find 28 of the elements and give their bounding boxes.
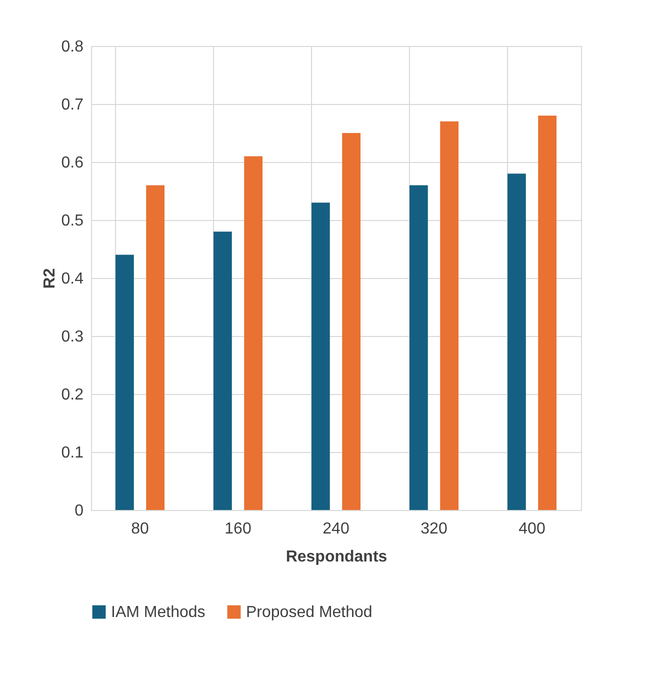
bar [538, 116, 556, 510]
y-tick-label: 0.6 [61, 154, 84, 172]
y-tick-label: 0.8 [61, 38, 84, 56]
y-tick-label: 0.5 [61, 212, 84, 230]
bar [508, 174, 526, 510]
y-tick-label: 0.2 [61, 386, 84, 404]
bar [410, 185, 428, 510]
bar [244, 156, 262, 510]
bar [146, 185, 164, 510]
y-tick-label: 0.7 [61, 96, 84, 114]
x-tick-label: 80 [131, 520, 149, 538]
y-tick-label: 0.4 [61, 270, 84, 288]
bar [342, 133, 360, 510]
bar [116, 254, 134, 510]
y-tick-label: 0.3 [61, 328, 84, 346]
x-tick-label: 240 [322, 520, 350, 538]
x-tick-label: 400 [518, 520, 546, 538]
y-axis-title: R2 [41, 268, 58, 289]
legend-label: IAM Methods [111, 604, 206, 621]
x-tick-label: 320 [420, 520, 448, 538]
bar [440, 121, 458, 510]
x-tick-label: 160 [224, 520, 252, 538]
x-axis-title: Respondants [286, 548, 388, 566]
bar [312, 202, 330, 510]
y-tick-label: 0.1 [61, 444, 84, 462]
bar [214, 232, 232, 510]
y-tick-label: 0 [74, 502, 84, 520]
legend-label: Proposed Method [246, 604, 372, 621]
